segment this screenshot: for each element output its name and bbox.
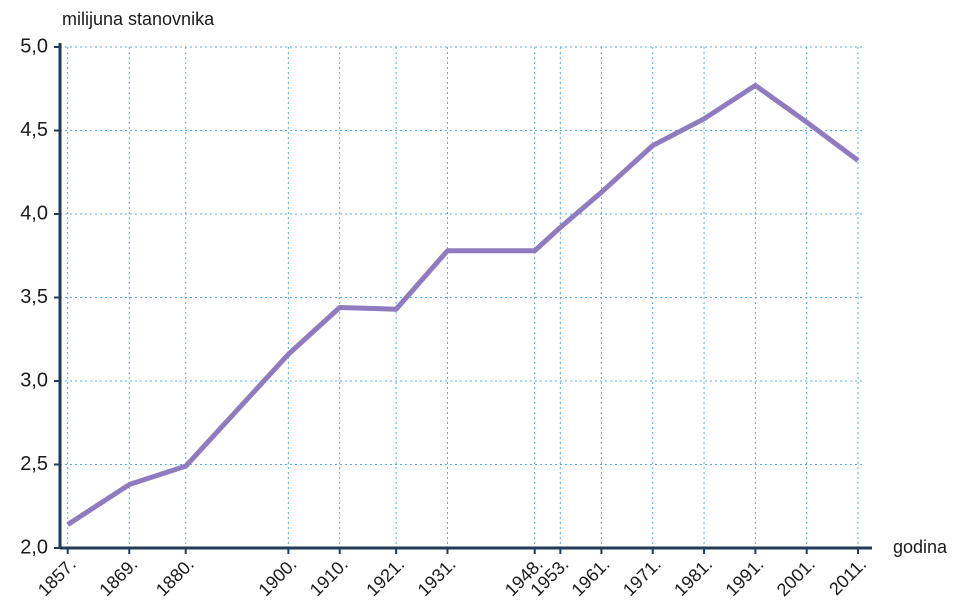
x-tick-label: 1971. <box>619 554 665 600</box>
x-tick-label: 1921. <box>362 554 408 600</box>
x-tick-label: 2011. <box>825 554 870 599</box>
x-tick-label: 1869. <box>95 554 141 600</box>
x-tick-label: 2001. <box>773 554 819 600</box>
x-tick-label: 1931. <box>414 554 460 600</box>
y-tick-label: 3,0 <box>20 369 48 391</box>
y-tick-label: 4,5 <box>20 119 48 141</box>
y-axis-label: milijuna stanovnika <box>62 9 215 29</box>
x-tick-label: 1910. <box>306 554 352 600</box>
y-tick-label: 2,0 <box>20 536 48 558</box>
x-tick-label: 1981. <box>670 554 716 600</box>
x-tick-label: 1991. <box>722 554 768 600</box>
x-axis-label: godina <box>893 537 948 557</box>
data-line <box>66 82 860 527</box>
x-tick-label: 1880. <box>152 554 198 600</box>
y-tick-label: 2,5 <box>20 453 48 475</box>
x-tick-label: 1857. <box>34 554 80 600</box>
x-tick-label: 1961. <box>568 554 614 600</box>
x-tick-label: 1900. <box>255 554 301 600</box>
y-tick-label: 5,0 <box>20 35 48 57</box>
y-tick-label: 4,0 <box>20 202 48 224</box>
y-tick-label: 3,5 <box>20 286 48 308</box>
